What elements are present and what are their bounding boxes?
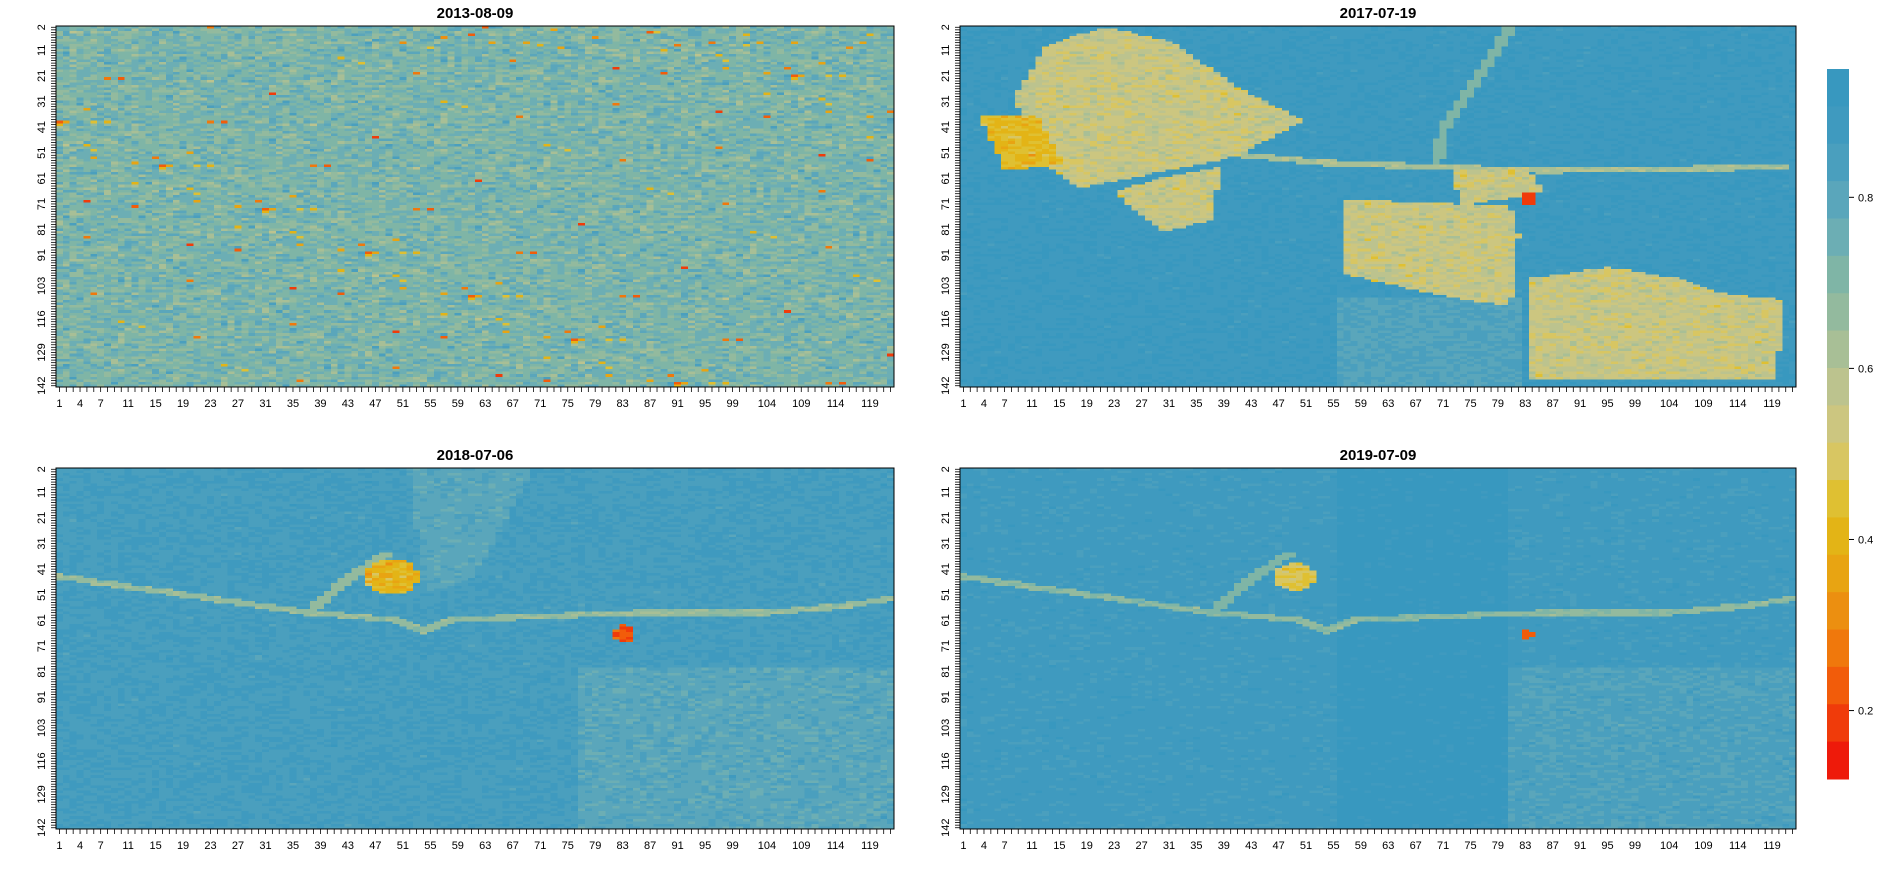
heatmap-cells: [56, 26, 895, 388]
heatmap-panel-1: 2013-08-091 4 7 11 15 19 23 27 31 35 39 43 47 51 55 59 6…: [36, 5, 895, 410]
